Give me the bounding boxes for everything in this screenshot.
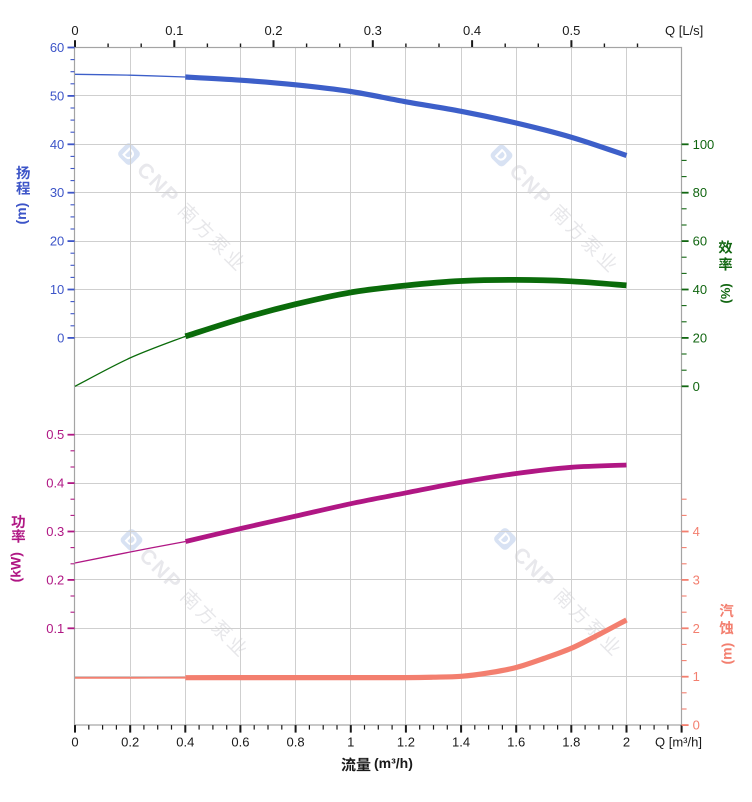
svg-text:0.6: 0.6 bbox=[231, 735, 249, 750]
svg-text:2: 2 bbox=[693, 621, 700, 636]
svg-text:1: 1 bbox=[693, 669, 700, 684]
svg-text:80: 80 bbox=[693, 185, 707, 200]
svg-text:100: 100 bbox=[693, 137, 715, 152]
svg-text:2: 2 bbox=[623, 735, 630, 750]
svg-text:40: 40 bbox=[693, 282, 707, 297]
svg-text:0.2: 0.2 bbox=[264, 23, 282, 38]
svg-text:3: 3 bbox=[693, 572, 700, 587]
svg-text:20: 20 bbox=[50, 234, 64, 249]
svg-text:60: 60 bbox=[693, 234, 707, 249]
svg-text:0.5: 0.5 bbox=[562, 23, 580, 38]
svg-text:30: 30 bbox=[50, 185, 64, 200]
svg-text:0.4: 0.4 bbox=[176, 735, 194, 750]
svg-text:60: 60 bbox=[50, 40, 64, 55]
svg-text:10: 10 bbox=[50, 282, 64, 297]
svg-text:0.1: 0.1 bbox=[165, 23, 183, 38]
svg-text:0: 0 bbox=[693, 718, 700, 733]
svg-text:50: 50 bbox=[50, 88, 64, 103]
svg-text:1.4: 1.4 bbox=[452, 735, 470, 750]
svg-text:0.4: 0.4 bbox=[463, 23, 481, 38]
svg-text:40: 40 bbox=[50, 137, 64, 152]
svg-text:20: 20 bbox=[693, 330, 707, 345]
svg-text:1.2: 1.2 bbox=[397, 735, 415, 750]
svg-text:(m): (m) bbox=[719, 643, 735, 665]
svg-text:Q [L/s]: Q [L/s] bbox=[665, 23, 703, 38]
svg-text:0.2: 0.2 bbox=[46, 572, 64, 587]
svg-text:4: 4 bbox=[693, 524, 700, 539]
svg-text:0: 0 bbox=[71, 23, 78, 38]
svg-text:1.6: 1.6 bbox=[507, 735, 525, 750]
svg-text:0.4: 0.4 bbox=[46, 476, 64, 491]
svg-text:0.2: 0.2 bbox=[121, 735, 139, 750]
svg-text:0: 0 bbox=[71, 735, 78, 750]
svg-text:1: 1 bbox=[347, 735, 354, 750]
svg-text:(m³/h): (m³/h) bbox=[374, 755, 413, 771]
svg-text:0: 0 bbox=[693, 379, 700, 394]
svg-text:0: 0 bbox=[57, 330, 64, 345]
svg-text:(%): (%) bbox=[718, 283, 733, 303]
svg-text:0.3: 0.3 bbox=[46, 524, 64, 539]
svg-text:(kW): (kW) bbox=[8, 552, 24, 582]
svg-text:1.8: 1.8 bbox=[562, 735, 580, 750]
svg-text:0.8: 0.8 bbox=[287, 735, 305, 750]
svg-text:Q [m³/h]: Q [m³/h] bbox=[655, 735, 702, 750]
svg-text:0.3: 0.3 bbox=[364, 23, 382, 38]
svg-text:0.1: 0.1 bbox=[46, 621, 64, 636]
svg-text:(m): (m) bbox=[13, 203, 29, 225]
svg-text:0.5: 0.5 bbox=[46, 427, 64, 442]
